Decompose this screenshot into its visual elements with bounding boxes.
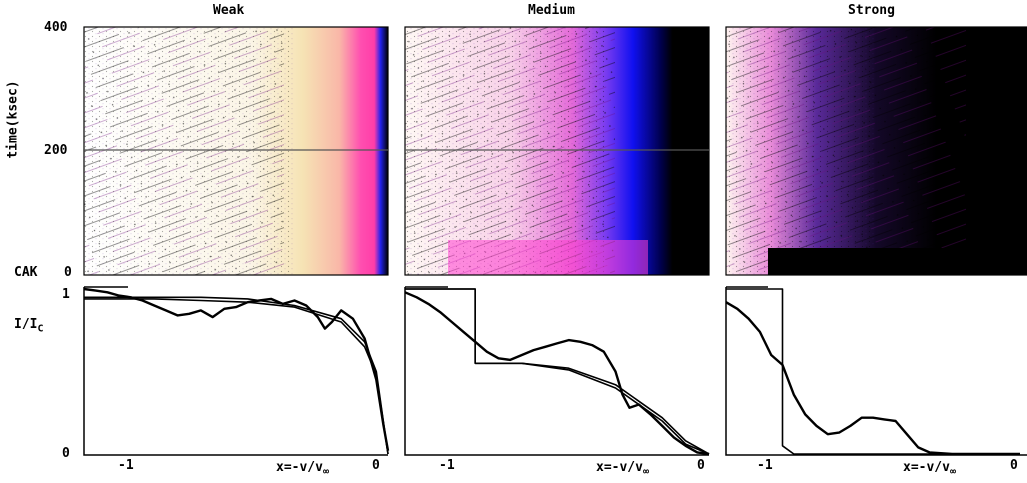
heatmap-weak xyxy=(83,26,389,276)
heatmap-strong xyxy=(725,26,1027,276)
profile-series-line-0 xyxy=(405,288,710,455)
profile-panel-3 xyxy=(725,286,1027,456)
xtick-m1-p1: -1 xyxy=(118,458,134,473)
xtick-0-p2: 0 xyxy=(697,458,705,473)
title-strong: Strong xyxy=(848,3,895,18)
heatmap-strong-dots xyxy=(726,27,876,275)
xtick-0-p3: 0 xyxy=(1010,458,1018,473)
profile-series-line-1 xyxy=(405,288,710,455)
profile-series-line-2 xyxy=(83,287,390,451)
xlabel-p3-sub: ∞ xyxy=(949,466,956,478)
xtick-m1-p2: -1 xyxy=(439,458,455,473)
xlabel-p1-main: x=-v/v xyxy=(276,460,323,475)
ytick-400: 400 xyxy=(44,20,68,35)
profile-series-line-1 xyxy=(84,298,389,455)
profile-ylabel: I/IC xyxy=(14,317,44,335)
profile-panel-2 xyxy=(404,286,710,456)
profile-ylabel-sub: C xyxy=(37,323,44,335)
xlabel-p1-sub: ∞ xyxy=(322,466,329,478)
profile-2-axes xyxy=(404,287,709,456)
xtick-0-p1: 0 xyxy=(372,458,380,473)
xlabel-p2-sub: ∞ xyxy=(642,466,649,478)
xlabel-p2: x=-v/v∞ xyxy=(596,460,649,478)
profile-ytick-1: 1 xyxy=(62,287,70,302)
profile-ytick-0: 0 xyxy=(62,446,70,461)
profile-3-series xyxy=(725,288,1020,456)
heatmap-medium xyxy=(404,26,710,276)
profile-series-line-0 xyxy=(84,296,389,455)
y-axis-label-time: time(ksec) xyxy=(5,80,21,159)
ytick-200: 200 xyxy=(44,143,68,158)
heatmap-medium-frame xyxy=(404,26,710,276)
xlabel-p3: x=-v/v∞ xyxy=(903,460,956,478)
profile-1-series xyxy=(83,287,390,455)
ytick-0: 0 xyxy=(64,265,72,280)
xtick-m1-p3: -1 xyxy=(757,458,773,473)
xlabel-p3-main: x=-v/v xyxy=(903,460,950,475)
xlabel-p1: x=-v/v∞ xyxy=(276,460,329,478)
heatmap-medium-dots xyxy=(405,27,605,275)
profile-1-axes xyxy=(83,287,388,456)
heatmap-strong-cak-band xyxy=(768,248,1027,275)
profile-2-series xyxy=(404,288,710,456)
title-medium: Medium xyxy=(528,3,575,18)
profile-3-axes xyxy=(725,287,1027,456)
profile-series-line-2 xyxy=(404,291,710,456)
heatmap-weak-frame xyxy=(83,26,389,276)
heatmap-weak-dots xyxy=(84,27,294,275)
profile-series-line-1 xyxy=(725,301,1020,456)
heatmap-strong-frame xyxy=(725,26,1027,276)
profile-panel-1 xyxy=(83,286,390,456)
cak-label: CAK xyxy=(14,265,38,280)
heatmap-medium-cak-band xyxy=(448,240,648,275)
xlabel-p2-main: x=-v/v xyxy=(596,460,643,475)
title-weak: Weak xyxy=(213,3,245,18)
profile-ylabel-main: I/I xyxy=(14,317,38,332)
profile-series-line-0 xyxy=(726,288,1020,455)
